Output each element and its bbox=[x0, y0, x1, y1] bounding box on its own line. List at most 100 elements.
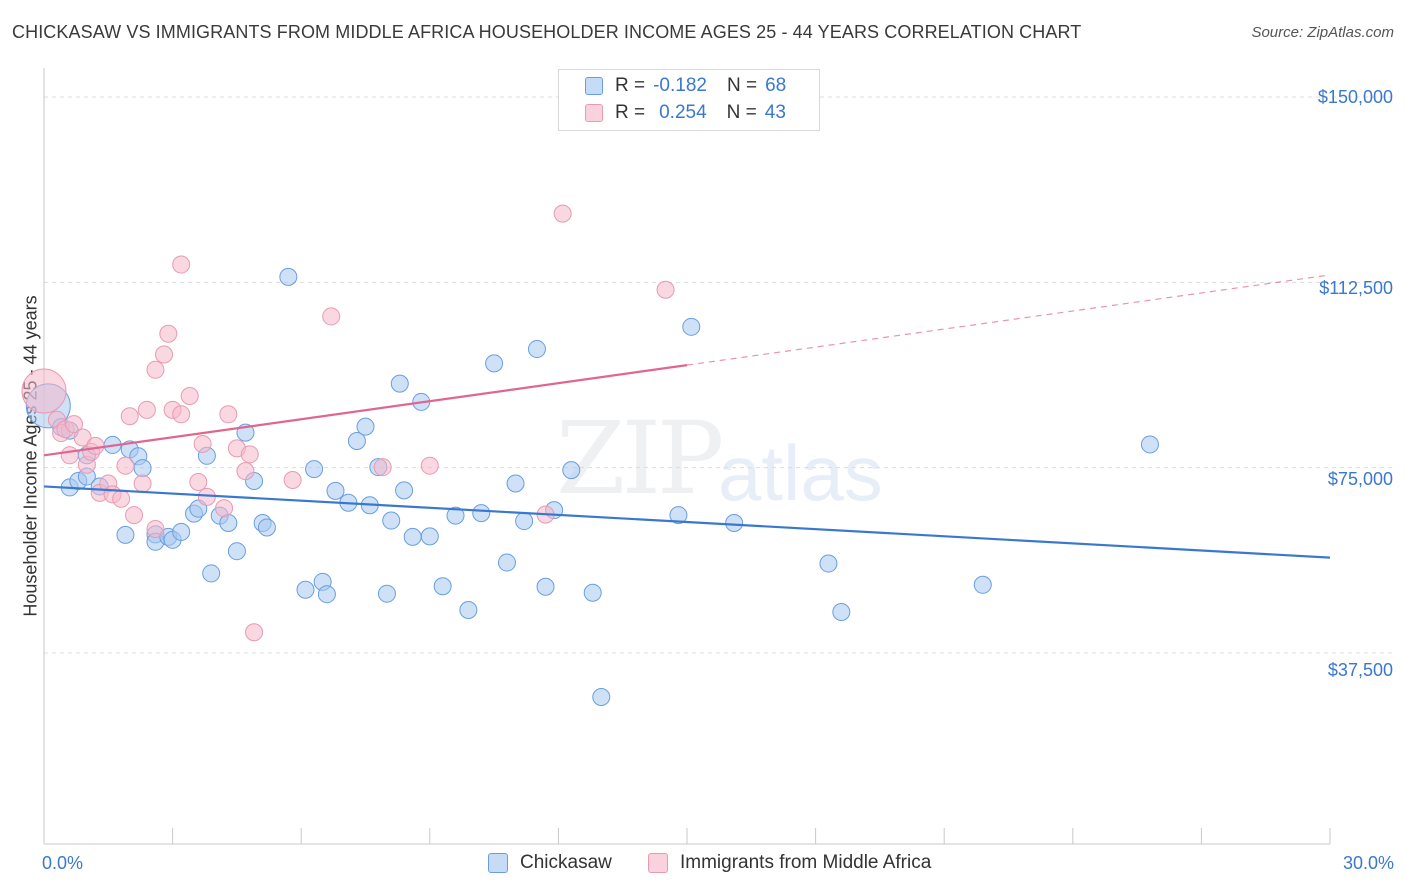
point-middle-africa-17 bbox=[133, 474, 152, 493]
y-tick-label-75000: $75,000 bbox=[1327, 469, 1393, 489]
point-middle-africa-18 bbox=[137, 400, 156, 419]
point-chickasaw-51 bbox=[485, 354, 504, 373]
point-middle-africa-25 bbox=[172, 255, 191, 274]
point-chickasaw-36 bbox=[347, 431, 366, 450]
point-middle-africa-21 bbox=[155, 345, 174, 364]
legend-r-value: 0.254 bbox=[659, 102, 707, 123]
legend-swatch-middle-africa bbox=[648, 853, 668, 873]
legend-label-middle-africa: Immigrants from Middle Africa bbox=[680, 852, 932, 873]
legend-item-middle-africa[interactable]: Immigrants from Middle Africa bbox=[648, 852, 931, 874]
point-middle-africa-19 bbox=[146, 360, 165, 379]
legend-r-value: -0.182 bbox=[653, 75, 707, 96]
point-middle-africa-34 bbox=[240, 445, 259, 464]
legend-swatch-chickasaw bbox=[488, 853, 508, 873]
point-middle-africa-13 bbox=[112, 489, 131, 508]
point-chickasaw-59 bbox=[583, 583, 602, 602]
point-chickasaw-66 bbox=[973, 575, 992, 594]
point-chickasaw-55 bbox=[527, 340, 546, 359]
chart-title: CHICKASAW VS IMMIGRANTS FROM MIDDLE AFRI… bbox=[12, 22, 1082, 42]
legend-r-label: R = bbox=[615, 102, 646, 123]
point-middle-africa-20 bbox=[146, 519, 165, 538]
y-tick-label-150000: $150,000 bbox=[1317, 87, 1393, 107]
point-middle-africa-37 bbox=[322, 307, 341, 326]
legend-n-label: N = bbox=[726, 75, 758, 96]
point-chickasaw-37 bbox=[356, 417, 375, 436]
point-chickasaw-21 bbox=[202, 564, 221, 583]
point-middle-africa-36 bbox=[283, 471, 302, 490]
point-middle-africa-39 bbox=[420, 456, 439, 475]
point-chickasaw-56 bbox=[536, 577, 555, 596]
point-middle-africa-5 bbox=[65, 415, 84, 434]
point-chickasaw-62 bbox=[682, 317, 701, 336]
point-middle-africa-31 bbox=[219, 405, 238, 424]
point-chickasaw-33 bbox=[317, 585, 336, 604]
watermark-zip: ZIP bbox=[556, 400, 724, 517]
point-chickasaw-48 bbox=[446, 506, 465, 525]
point-middle-africa-41 bbox=[553, 204, 572, 223]
point-chickasaw-46 bbox=[420, 527, 439, 546]
point-chickasaw-47 bbox=[433, 577, 452, 596]
trend-line-middle-africa bbox=[43, 364, 688, 457]
point-chickasaw-23 bbox=[219, 514, 238, 533]
point-chickasaw-44 bbox=[403, 527, 422, 546]
point-middle-africa-4 bbox=[60, 446, 79, 465]
x-tick-label-max: 30.0% bbox=[1342, 853, 1394, 873]
point-chickasaw-58 bbox=[562, 461, 581, 480]
point-chickasaw-61 bbox=[669, 506, 688, 525]
point-middle-africa-38 bbox=[373, 458, 392, 477]
point-middle-africa-15 bbox=[120, 407, 139, 426]
point-middle-africa-22 bbox=[159, 324, 178, 343]
legend-n-label: N = bbox=[726, 102, 757, 123]
point-chickasaw-64 bbox=[819, 554, 838, 573]
legend-r-label: R = bbox=[615, 75, 646, 96]
point-middle-africa-16 bbox=[125, 506, 144, 525]
legend-row-middle-africa: R = 0.254 N = 43 bbox=[585, 102, 786, 124]
legend-n-value: 68 bbox=[765, 75, 787, 96]
series-legend: Chickasaw Immigrants from Middle Africa bbox=[0, 852, 1406, 878]
point-chickasaw-53 bbox=[506, 474, 525, 493]
point-chickasaw-30 bbox=[296, 580, 315, 599]
point-middle-africa-28 bbox=[193, 434, 212, 453]
x-tick-label-min: 0.0% bbox=[42, 853, 84, 873]
point-middle-africa-0 bbox=[21, 368, 67, 414]
legend-swatch-chickasaw bbox=[585, 77, 603, 95]
point-chickasaw-65 bbox=[832, 602, 851, 621]
trend-line-chickasaw bbox=[43, 485, 1331, 559]
watermark-atlas: atlas bbox=[718, 429, 883, 517]
point-chickasaw-60 bbox=[592, 687, 611, 706]
point-middle-africa-14 bbox=[116, 456, 135, 475]
legend-swatch-middle-africa bbox=[585, 104, 603, 122]
point-chickasaw-63 bbox=[725, 514, 744, 533]
point-chickasaw-40 bbox=[377, 584, 396, 603]
point-chickasaw-41 bbox=[382, 511, 401, 530]
point-middle-africa-24 bbox=[172, 405, 191, 424]
trend-line-extension-middle-africa bbox=[686, 274, 1331, 366]
correlation-legend: R = -0.182 N = 68 R = 0.254 N = 43 bbox=[558, 69, 820, 131]
point-chickasaw-28 bbox=[257, 518, 276, 537]
point-chickasaw-29 bbox=[279, 267, 298, 286]
point-chickasaw-50 bbox=[472, 504, 491, 523]
point-middle-africa-30 bbox=[215, 499, 234, 518]
point-chickasaw-52 bbox=[497, 553, 516, 572]
point-chickasaw-34 bbox=[326, 481, 345, 500]
legend-row-chickasaw: R = -0.182 N = 68 bbox=[585, 75, 786, 97]
point-chickasaw-43 bbox=[395, 481, 414, 500]
point-chickasaw-31 bbox=[305, 460, 324, 479]
point-chickasaw-42 bbox=[390, 374, 409, 393]
point-chickasaw-49 bbox=[459, 601, 478, 620]
point-middle-africa-33 bbox=[236, 462, 255, 481]
legend-n-value: 43 bbox=[764, 102, 786, 123]
point-middle-africa-42 bbox=[656, 280, 675, 299]
point-middle-africa-26 bbox=[180, 387, 199, 406]
point-middle-africa-9 bbox=[86, 436, 105, 455]
point-chickasaw-54 bbox=[515, 512, 534, 531]
point-middle-africa-35 bbox=[245, 623, 264, 642]
legend-item-chickasaw[interactable]: Chickasaw bbox=[488, 852, 612, 874]
point-chickasaw-67 bbox=[1140, 435, 1159, 454]
legend-label-chickasaw: Chickasaw bbox=[520, 852, 612, 873]
point-chickasaw-12 bbox=[133, 459, 152, 478]
point-middle-africa-6 bbox=[73, 428, 92, 447]
point-chickasaw-24 bbox=[227, 542, 246, 561]
source-label: Source: ZipAtlas.com bbox=[1251, 24, 1394, 41]
